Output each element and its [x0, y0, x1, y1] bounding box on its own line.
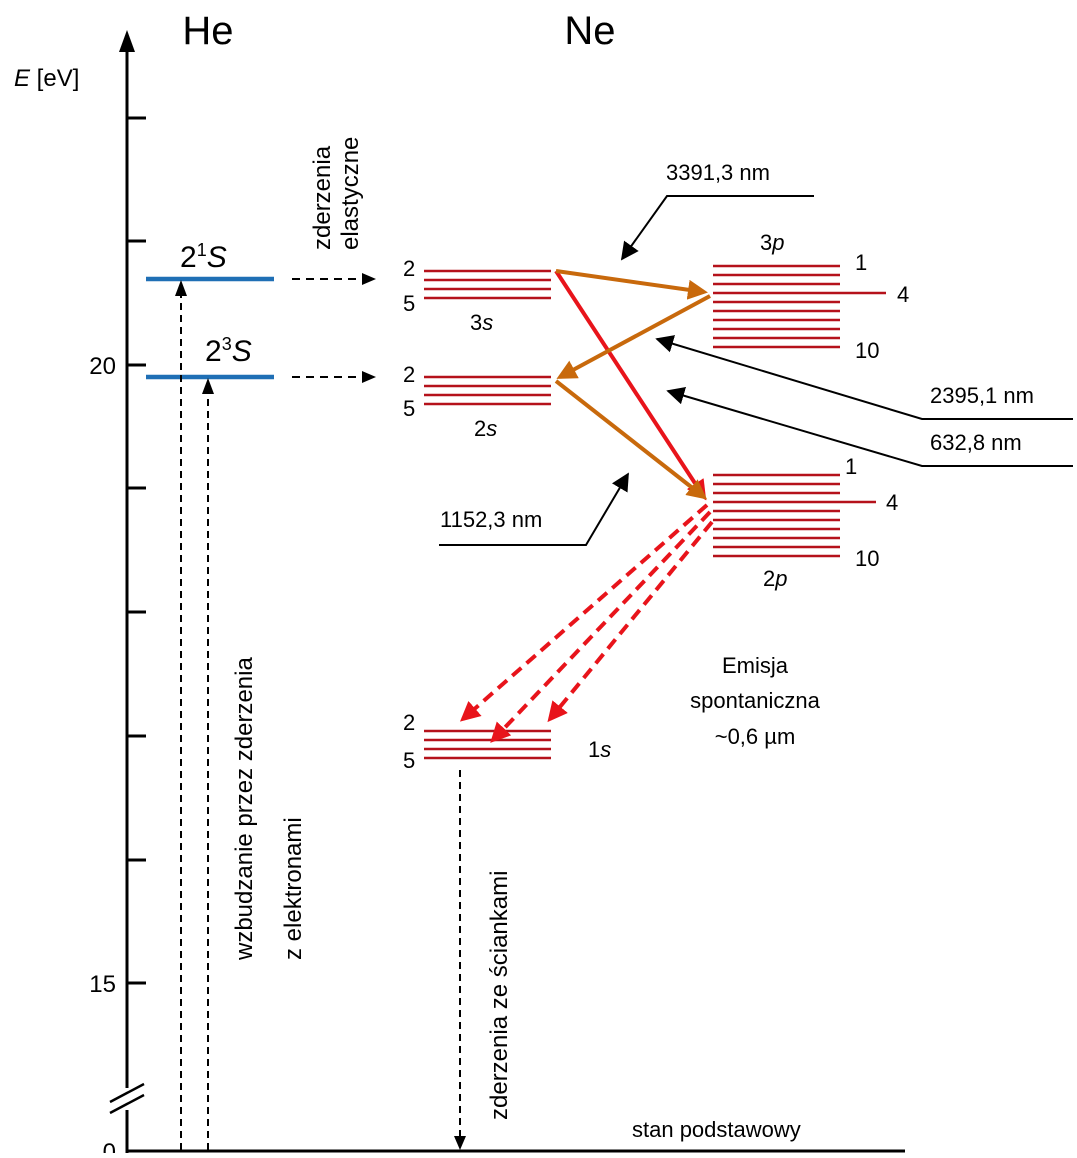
spontaneous-arrow	[547, 520, 714, 723]
axis-label-variable: E	[14, 65, 31, 92]
elastic-label-line1: zderzenia	[309, 145, 336, 250]
tick-label-15: 15	[89, 971, 116, 998]
ne-1s-sub: s	[600, 737, 611, 762]
ne-2p-level	[713, 473, 876, 558]
ne-2p-name: 2p	[763, 566, 788, 591]
ne-2p-sub: p	[774, 566, 787, 591]
ne-1s-top-index: 2	[403, 710, 415, 735]
ne-2s-level	[424, 375, 551, 406]
axis-arrow-icon	[119, 30, 135, 52]
spont-label-line1: Emisja	[722, 653, 789, 678]
he-triplet-level: 23S	[146, 334, 274, 380]
ne-1s-num: 1	[588, 737, 600, 762]
spont-label-line3: ~0,6 µm	[715, 724, 796, 749]
wavelength-632: 632,8 nm	[930, 430, 1022, 455]
he-singlet-label: 21S	[180, 240, 227, 274]
he-triplet-label: 23S	[205, 334, 252, 368]
excitation-label-line2: z elektronami	[280, 817, 307, 960]
callout-632	[666, 386, 1073, 467]
ne-3p-mid-index: 4	[897, 282, 909, 307]
transition-632-nm	[554, 269, 707, 501]
ne-3s-top-index: 2	[403, 256, 415, 281]
wavelength-3391: 3391,3 nm	[666, 160, 770, 185]
ne-2s-sub: s	[486, 416, 497, 441]
header-he: He	[182, 9, 233, 53]
callout-1152	[439, 472, 629, 546]
axis-label: E [eV]	[14, 65, 79, 92]
he-triplet-base: 2	[205, 335, 222, 368]
elastic-label-line2: elastyczne	[337, 137, 364, 250]
ne-3s-level	[424, 269, 551, 300]
spontaneous-arrow	[459, 503, 709, 722]
ne-3p-level	[713, 264, 886, 349]
ne-2p-num: 2	[763, 566, 775, 591]
transition-2395-nm	[556, 294, 711, 379]
ne-3p-num: 3	[760, 230, 772, 255]
transition-1152-nm	[554, 379, 708, 500]
wavelength-2395: 2395,1 nm	[930, 383, 1034, 408]
he-triplet-term: S	[232, 335, 252, 368]
ne-1s-bottom-index: 5	[403, 748, 415, 773]
ne-3s-bottom-index: 5	[403, 291, 415, 316]
wavelength-1152: 1152,3 nm	[440, 507, 542, 532]
ne-2p-mid-index: 4	[886, 490, 898, 515]
header-ne: Ne	[564, 9, 615, 53]
arrowhead-icon	[362, 371, 376, 383]
energy-axis: 20 15 0 E [eV]	[14, 30, 905, 1158]
he-triplet-sup: 3	[222, 334, 232, 354]
axis-break-mark	[109, 1082, 145, 1104]
callout-3391	[620, 195, 814, 261]
ne-2s-num: 2	[474, 416, 486, 441]
ne-3s-num: 3	[470, 310, 482, 335]
he-singlet-term: S	[207, 241, 227, 274]
ne-1s-name: 1s	[588, 737, 611, 762]
transition-3391-nm	[555, 269, 708, 300]
axis-label-unit: [eV]	[30, 65, 79, 92]
excitation-label-line1: wzbudzanie przez zderzenia	[231, 657, 258, 961]
ne-2s-top-index: 2	[403, 362, 415, 387]
spontaneous-arrow	[490, 510, 712, 743]
tick-label-0: 0	[103, 1139, 116, 1153]
ne-3p-name: 3p	[760, 230, 785, 255]
ne-2s-name: 2s	[474, 416, 497, 441]
he-singlet-sup: 1	[197, 240, 207, 260]
wall-collisions-label: zderzenia ze ściankami	[486, 871, 513, 1120]
ne-2p-bottom-index: 10	[855, 546, 879, 571]
spont-label-line2: spontaniczna	[690, 688, 820, 713]
he-singlet-base: 2	[180, 241, 197, 274]
he-singlet-level: 21S	[146, 240, 274, 282]
arrowhead-icon	[202, 378, 214, 394]
ground-state-label: stan podstawowy	[632, 1117, 801, 1142]
arrowhead-icon	[362, 273, 376, 285]
tick-label-20: 20	[89, 353, 116, 380]
ne-3s-sub: s	[482, 310, 493, 335]
ne-3p-bottom-index: 10	[855, 338, 879, 363]
arrowhead-icon	[175, 280, 187, 296]
ne-3s-name: 3s	[470, 310, 493, 335]
ne-1s-level	[424, 729, 551, 760]
ne-2p-top-index: 1	[845, 454, 857, 479]
ne-3p-sub: p	[771, 230, 784, 255]
arrowhead-icon	[454, 1136, 466, 1150]
axis-break-mark	[109, 1093, 145, 1115]
callout-2395	[655, 335, 1073, 420]
ne-3p-top-index: 1	[855, 250, 867, 275]
ne-2s-bottom-index: 5	[403, 396, 415, 421]
